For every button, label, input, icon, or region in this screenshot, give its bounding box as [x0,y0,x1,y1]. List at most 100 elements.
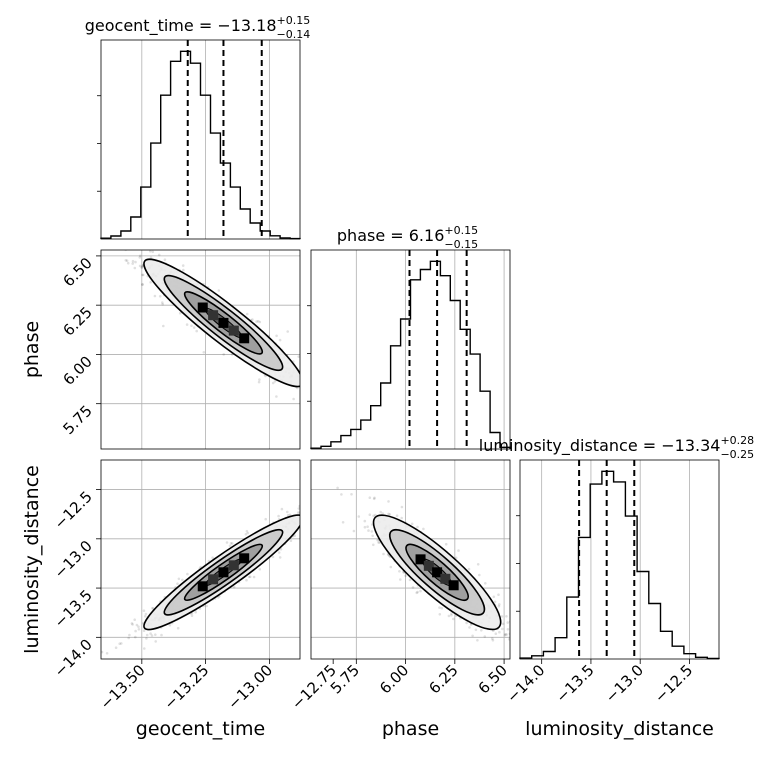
sample-point [483,635,487,638]
sample-point [286,513,290,517]
sample-point [271,381,275,385]
sample-point [467,567,471,571]
sample-point [134,260,137,264]
sample-point [517,630,520,633]
scatter-points [122,234,342,413]
sample-point [347,483,350,486]
sample-point [149,250,152,253]
sample-point [314,380,317,383]
sample-point [308,378,311,381]
sample-point [248,575,252,579]
sample-point [452,617,455,621]
sample-point [114,646,118,649]
title-text: luminosity_distance = [479,436,661,456]
density-bin [218,317,229,328]
sample-point [297,355,300,358]
sample-point [312,507,315,510]
x-tick-label: 6.25 [425,661,461,697]
hist-title-geocent_time: geocent_time = −13.18+0.15 −0.14 [85,14,311,41]
axes-frame [100,459,301,660]
sample-point [118,642,121,645]
sample-point [222,353,225,356]
sample-point [138,264,142,268]
sample-point [319,503,322,506]
sample-point [151,250,155,254]
sample-point [447,614,451,618]
title-median: 6.16 [409,226,445,245]
sample-point [190,614,194,617]
sample-point [440,606,444,610]
sample-point [515,651,518,654]
sample-point [350,493,353,496]
sample-point [168,623,172,627]
sample-point [404,574,407,578]
sample-point [140,266,143,269]
sample-point [304,382,307,385]
sample-point [408,578,412,582]
sample-point [339,410,342,413]
hist-panel-luminosity_distance: luminosity_distance = −13.34+0.28 −0.25 [479,434,754,660]
sample-point [525,625,528,628]
sample-point [497,605,501,608]
scatter-panel-geocent_time-luminosity_distance [100,459,350,660]
sample-point [245,578,248,582]
sample-point [181,264,185,267]
axes-frame [310,249,511,450]
sample-point [134,635,137,639]
y-tick-label: −13.5 [51,586,96,631]
sample-point [245,529,249,533]
sample-point [275,395,278,398]
sample-point [352,529,356,533]
sample-point [150,634,154,637]
sample-point [161,302,164,306]
sample-point [271,555,275,559]
sample-point [339,393,342,396]
sample-point [122,234,125,237]
scatter-panel-phase-luminosity_distance [310,459,551,660]
sample-point [101,650,104,654]
y-axis-label-phase: phase [21,321,43,378]
sample-point [516,646,519,649]
sample-point [400,505,404,509]
title-text: geocent_time = [85,16,218,36]
sample-point [163,258,167,262]
density-bin [197,302,208,313]
sample-point [149,281,152,284]
sample-point [143,615,147,618]
sample-point [181,578,184,582]
sample-point [474,628,478,632]
sample-point [374,513,377,517]
sample-point [501,622,505,626]
sample-point [548,629,551,632]
sample-point [335,408,338,411]
density-bin [228,325,239,336]
sample-point [416,525,419,529]
sample-point [450,613,453,617]
sample-point [141,242,144,245]
sample-point [151,606,154,610]
sample-point [149,256,153,259]
sample-point [506,628,510,631]
sample-point [161,301,164,304]
sample-point [141,283,144,286]
sample-point [162,324,165,328]
sample-point [457,549,460,552]
sample-point [228,544,232,548]
sample-point [450,612,453,615]
title-minus: −0.15 [444,238,478,251]
sample-point [500,615,504,618]
y-axis-label-luminosity_distance: luminosity_distance [21,465,43,654]
sample-point [476,639,479,642]
sample-point [438,606,441,609]
sample-point [149,632,152,635]
sample-point [255,320,258,323]
density-bin [440,573,451,584]
sample-point [232,585,236,589]
sample-point [341,521,345,524]
axes-frame [100,249,301,450]
hist-title-phase: phase = 6.16+0.15 −0.15 [337,224,478,251]
sample-point [491,638,495,642]
sample-point [379,510,383,514]
density-bin [423,560,434,571]
sample-point [357,515,361,518]
